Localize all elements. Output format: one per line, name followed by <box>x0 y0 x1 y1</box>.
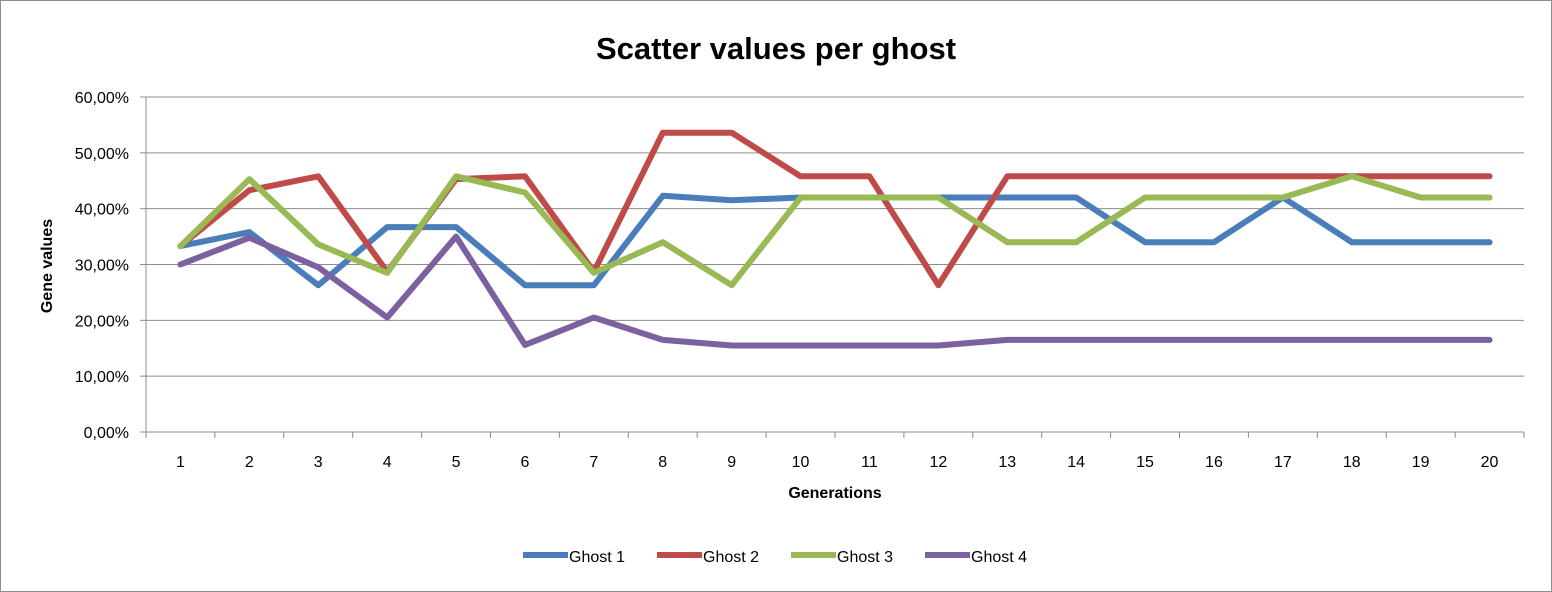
x-tick-label: 2 <box>245 454 254 471</box>
x-axis-title: Generations <box>788 485 881 502</box>
y-tick-labels: 0,00% 10,00% 20,00% 30,00% 40,00% 50,00% 60,00… <box>75 90 129 442</box>
series-lines <box>177 129 1493 349</box>
x-tick-labels: 1 2 3 4 5 6 7 8 9 10 11 12 13 14 15 16 17 18 19 20 <box>176 454 1499 471</box>
x-tick-label: 7 <box>589 454 598 471</box>
x-tick-label: 10 <box>792 454 810 471</box>
legend-label: Ghost 4 <box>971 549 1027 566</box>
y-tick-label: 40,00% <box>75 202 129 219</box>
y-axis-title: Gene values <box>39 219 56 313</box>
x-tick-label: 3 <box>314 454 323 471</box>
legend: Ghost 1 Ghost 2 Ghost 3 Ghost 4 <box>523 549 1027 566</box>
legend-label: Ghost 1 <box>569 549 625 566</box>
axes <box>145 97 1525 438</box>
x-tick-label: 11 <box>861 454 878 471</box>
x-tick-label: 1 <box>176 454 185 471</box>
y-tick-label: 30,00% <box>75 258 129 275</box>
x-tick-label: 5 <box>452 454 461 471</box>
y-tick-label: 0,00% <box>84 425 129 442</box>
x-tick-label: 20 <box>1481 454 1499 471</box>
series-line-ghost-3 <box>177 173 1493 289</box>
x-tick-label: 14 <box>1067 454 1085 471</box>
x-tick-label: 15 <box>1136 454 1154 471</box>
series-line-ghost-4 <box>177 233 1493 349</box>
x-tick-label: 19 <box>1412 454 1430 471</box>
x-tick-label: 12 <box>929 454 947 471</box>
legend-label: Ghost 3 <box>837 549 893 566</box>
gridlines <box>140 96 1524 433</box>
x-tick-label: 16 <box>1205 454 1223 471</box>
y-tick-label: 10,00% <box>75 369 129 386</box>
y-tick-label: 60,00% <box>75 90 129 107</box>
x-tick-label: 4 <box>383 454 392 471</box>
legend-label: Ghost 2 <box>703 549 759 566</box>
y-tick-label: 50,00% <box>75 146 129 163</box>
x-tick-label: 17 <box>1274 454 1292 471</box>
x-tick-label: 8 <box>658 454 667 471</box>
x-tick-label: 13 <box>998 454 1016 471</box>
x-tick-label: 9 <box>727 454 736 471</box>
x-tick-label: 18 <box>1343 454 1361 471</box>
y-tick-label: 20,00% <box>75 313 129 330</box>
x-tick-label: 6 <box>520 454 529 471</box>
chart-title: Scatter values per ghost <box>596 31 956 66</box>
